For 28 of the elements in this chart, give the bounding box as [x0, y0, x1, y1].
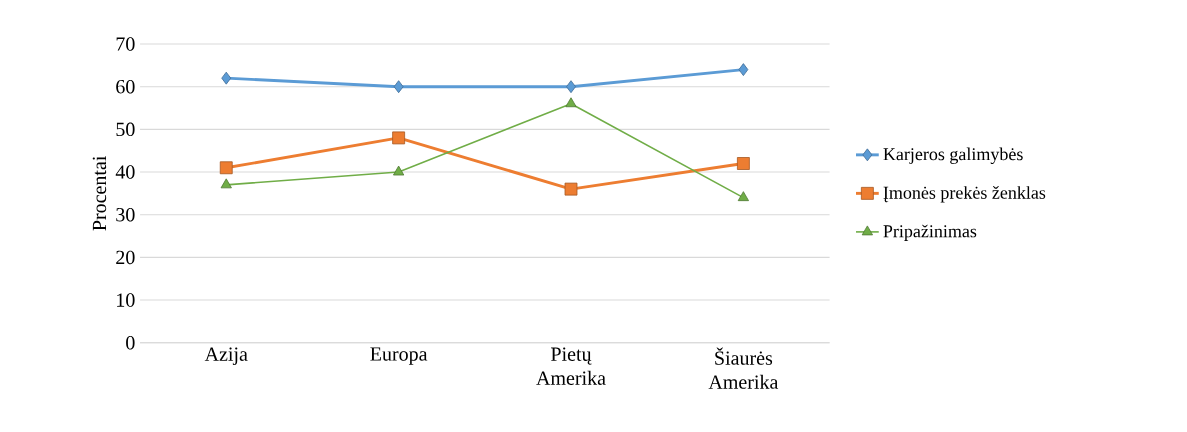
x-tick-label: Pietų Amerika [536, 347, 606, 385]
point [220, 178, 232, 189]
y-tick-label: 30 [116, 207, 135, 222]
x-tick-label: Azija [204, 347, 248, 365]
point [564, 182, 578, 196]
point [736, 157, 750, 170]
y-tick-label: 50 [116, 122, 135, 137]
y-tick-label: 10 [117, 293, 135, 307]
point [393, 80, 404, 94]
x-tick-label: Europa [370, 347, 428, 365]
legend-label: Karjeros galimybės [883, 147, 1023, 164]
y-tick-label: 70 [116, 37, 135, 51]
point [566, 80, 576, 94]
y-tick-label: 40 [115, 165, 135, 179]
point [737, 191, 749, 201]
point [221, 71, 232, 85]
point [393, 165, 405, 176]
y-tick-label: 20 [116, 250, 135, 265]
y-tick-label: 0 [126, 335, 135, 350]
x-tick-label: Šiaurės Amerika [708, 347, 779, 389]
y-axis-title: Procentai [92, 155, 107, 231]
legend-label: Įmonės prekės ženklas [883, 186, 1046, 203]
point [565, 97, 577, 108]
y-tick-label: 60 [116, 79, 135, 94]
point [219, 161, 233, 175]
point [392, 131, 406, 145]
legend-label: Pripažinimas [883, 224, 977, 241]
point [738, 63, 749, 76]
